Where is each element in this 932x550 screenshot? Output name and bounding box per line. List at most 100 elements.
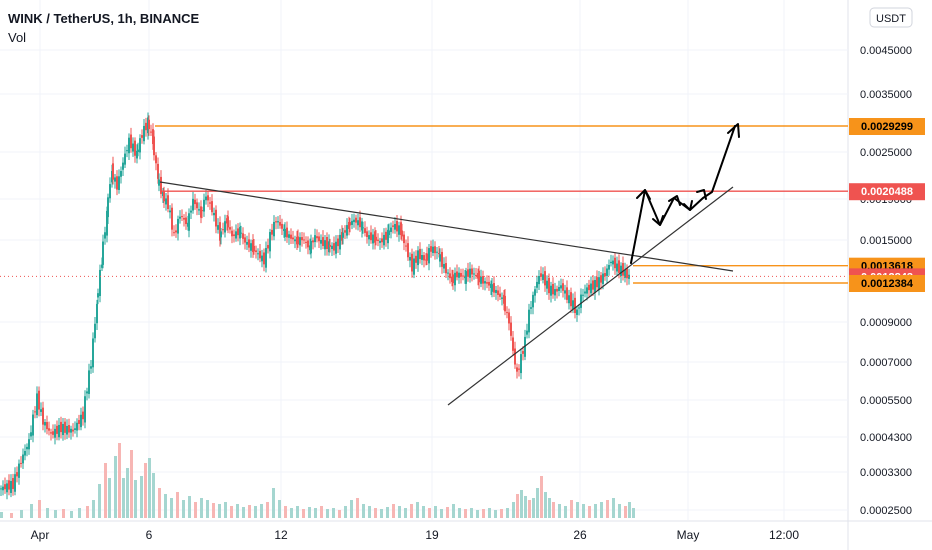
volume-bar [230, 506, 233, 518]
candle-body [167, 195, 169, 210]
volume-bar [380, 509, 383, 518]
time-tick-label: 12 [274, 528, 288, 542]
candle-body [324, 240, 326, 250]
candle-body [405, 245, 407, 247]
candle-body [586, 287, 588, 294]
candle-body [273, 221, 275, 237]
volume-bar [350, 500, 353, 518]
volume-bar [476, 510, 479, 518]
candle-body [447, 272, 449, 274]
candle-body [497, 290, 499, 295]
candle-body [207, 195, 209, 201]
candle-body [493, 283, 495, 293]
candle-body [286, 227, 288, 238]
volume-bar [140, 476, 143, 518]
candle-body [600, 275, 602, 283]
candle-body [348, 221, 350, 229]
volume-bar [458, 508, 461, 518]
descending-trendline[interactable] [159, 181, 734, 272]
volume-bar [520, 490, 523, 518]
candle-body [510, 322, 512, 336]
volume-bar [320, 506, 323, 518]
candle-body [200, 206, 202, 218]
candle-body [556, 288, 558, 292]
candle-body [16, 472, 18, 477]
volume-bar [570, 500, 573, 518]
volume-bar [544, 492, 547, 518]
candle-body [421, 255, 423, 260]
candle-body [171, 207, 173, 230]
volume-bar [464, 509, 467, 518]
volume-bar [374, 508, 377, 518]
candle-body [552, 283, 554, 295]
candle-body [314, 235, 316, 243]
candle-body [518, 368, 520, 370]
candle-body [141, 135, 143, 138]
candle-body [564, 290, 566, 294]
candle-body [383, 234, 385, 246]
candle-body [101, 264, 103, 268]
candle-body [82, 411, 84, 420]
candle-body [259, 250, 261, 259]
candle-body [192, 198, 194, 211]
volume-bar [224, 502, 227, 518]
volume-bar [500, 509, 503, 518]
volume-bar [62, 509, 65, 518]
candle-body [413, 258, 415, 275]
volume-bar [20, 510, 23, 518]
volume-bar [144, 463, 147, 518]
volume-bar [338, 510, 341, 518]
candle-body [220, 231, 222, 238]
candle-body [540, 273, 542, 277]
candle-body [346, 225, 348, 236]
candle-body [143, 125, 145, 142]
volume-bar [118, 443, 121, 518]
currency-badge-box[interactable] [869, 7, 913, 28]
candle-body [181, 216, 183, 218]
volume-indicator-label[interactable]: Vol [8, 30, 26, 45]
ascending-trendline[interactable] [447, 186, 734, 406]
candle-body [576, 309, 578, 315]
candle-body [44, 422, 46, 426]
candle-body [179, 216, 181, 219]
candle-body [136, 150, 138, 159]
candle-body [536, 281, 538, 288]
projection-arrows[interactable] [630, 123, 740, 264]
candle-body [616, 263, 618, 272]
price-level-tag [849, 118, 925, 135]
candle-body [592, 280, 594, 290]
volume-bar [512, 502, 515, 518]
candle-body [401, 230, 403, 237]
volume-bar [582, 504, 585, 518]
time-tick-label: 6 [146, 528, 153, 542]
candle-body [351, 220, 353, 225]
candle-body [423, 255, 425, 261]
candle-body [153, 136, 155, 156]
volume-bar [576, 502, 579, 518]
symbol-title[interactable]: WINK / TetherUS, 1h, BINANCE [8, 11, 199, 26]
candle-body [240, 232, 242, 234]
currency-badge[interactable]: USDT [876, 13, 906, 25]
candle-body [385, 231, 387, 240]
candle-body [8, 480, 10, 490]
volume-bar [254, 506, 257, 518]
candle-body [462, 275, 464, 277]
candle-body [458, 272, 460, 278]
volume-bar [126, 468, 129, 518]
price-level-value: 0.0029299 [861, 121, 913, 133]
volume-bar [356, 498, 359, 518]
arrow-head-6 [727, 123, 740, 138]
candle-body [329, 244, 331, 247]
candle-body [76, 422, 78, 431]
volume-bar [266, 502, 269, 518]
volume-bar [552, 502, 555, 518]
candle-body [484, 281, 486, 284]
volume-bar [218, 504, 221, 518]
candle-body [284, 228, 286, 237]
candle-body [58, 424, 60, 438]
price-axis-ticks: 0.00450000.00350000.00250000.00190000.00… [860, 45, 912, 517]
volume-bar [164, 494, 167, 518]
volume-bar [176, 492, 179, 518]
candle-body [604, 273, 606, 277]
